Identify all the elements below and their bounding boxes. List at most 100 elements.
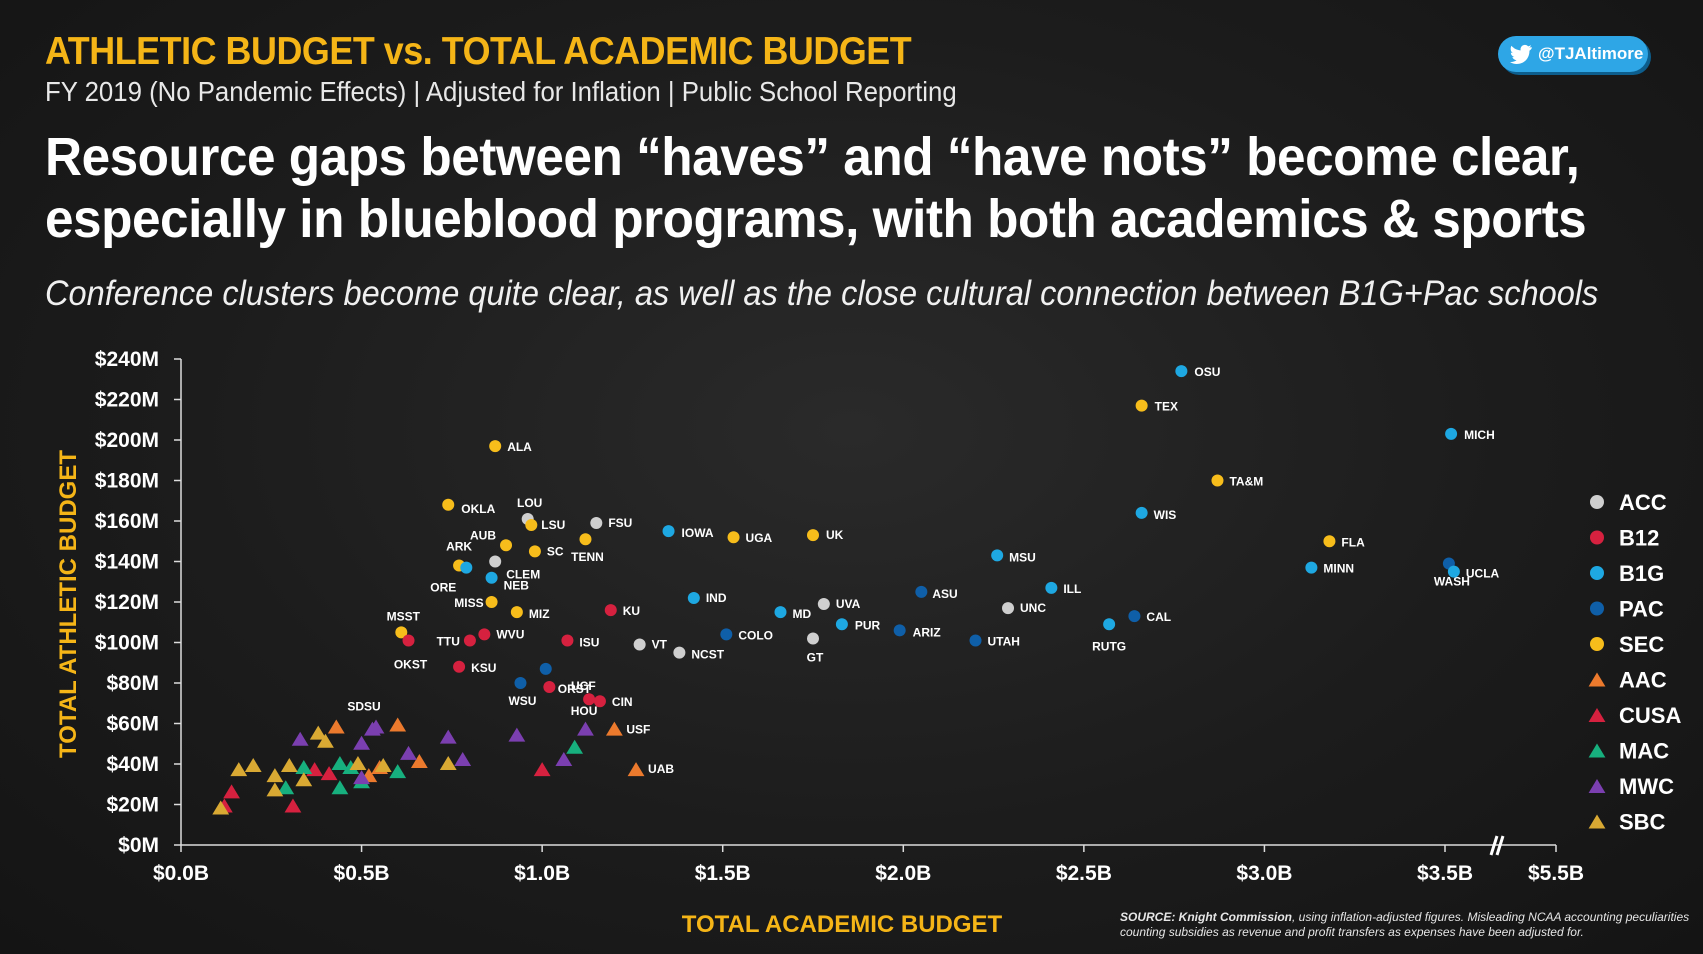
data-point-mac [295, 760, 313, 775]
data-point-sec [500, 539, 513, 552]
data-point-b12 [453, 660, 466, 673]
data-point-mwc [577, 721, 594, 736]
y-tick-label: $20M [106, 794, 159, 817]
point-label: HOU [571, 704, 598, 718]
point-label: CAL [1146, 610, 1171, 624]
point-label: LOU [517, 496, 542, 510]
data-point-b12 [543, 681, 556, 694]
y-tick-label: $160M [95, 510, 159, 533]
x-tick-label: $0.0B [153, 862, 209, 885]
legend-marker-sec [1590, 637, 1604, 651]
legend-label-cusa: CUSA [1619, 703, 1681, 728]
legend-marker-pac [1590, 601, 1604, 616]
data-point-cusa [533, 762, 551, 777]
data-point-b12 [463, 634, 476, 647]
point-label: SC [547, 544, 564, 558]
point-label: WASH [1434, 575, 1470, 589]
x-axis-title: TOTAL ACADEMIC BUDGET [682, 911, 1003, 938]
twitter-bird-icon [1510, 44, 1532, 64]
data-point-acc [817, 598, 830, 611]
data-point-cusa [320, 766, 338, 781]
y-tick-label: $60M [106, 713, 159, 736]
point-label: IOWA [682, 526, 714, 540]
data-point-aac [605, 721, 623, 736]
point-label: COLO [738, 628, 773, 642]
data-point-b1g [1045, 581, 1058, 594]
data-point-b1g [1447, 565, 1460, 578]
legend-label-mac: MAC [1619, 739, 1669, 764]
source-text: , using inflation-adjusted figures. Misl… [1120, 910, 1690, 939]
point-label: UK [826, 528, 844, 542]
point-label: UGA [746, 531, 773, 545]
data-point-sbc [230, 762, 248, 777]
legend-marker-sbc [1588, 814, 1606, 829]
data-point-aac [389, 717, 407, 732]
y-tick-label: $0M [118, 834, 159, 857]
point-label: KU [623, 604, 640, 618]
data-point-mwc [291, 731, 309, 746]
data-point-acc [1002, 602, 1015, 615]
point-label: MICH [1464, 428, 1495, 442]
legend-marker-b12 [1590, 530, 1604, 545]
data-point-cusa [284, 798, 302, 813]
data-point-b1g [687, 591, 700, 604]
legend-label-b1g: B1G [1619, 561, 1664, 586]
x-tick-label: $1.0B [514, 862, 570, 885]
data-point-aac [627, 762, 645, 777]
data-point-acc [590, 517, 603, 530]
axis-break-mark [1489, 835, 1505, 856]
point-label: UTAH [988, 634, 1020, 648]
data-point-sec [727, 531, 740, 544]
data-point-sbc [349, 756, 367, 770]
point-label: WVU [496, 627, 524, 641]
data-point-sec [489, 440, 502, 453]
legend-label-acc: ACC [1619, 490, 1667, 515]
data-point-pac [893, 624, 906, 637]
data-point-mwc [555, 751, 573, 766]
data-point-acc [633, 638, 646, 651]
data-point-b1g [1135, 506, 1148, 519]
chart-subtitle: FY 2019 (No Pandemic Effects) | Adjusted… [45, 76, 957, 107]
y-tick-label: $240M [95, 348, 159, 371]
point-label: ASU [932, 587, 957, 601]
point-label: OKST [394, 657, 428, 671]
point-label: CLEM [506, 568, 540, 582]
data-point-b1g [662, 525, 675, 538]
data-point-b12 [593, 695, 606, 708]
point-label: RUTG [1092, 639, 1126, 653]
source-label: SOURCE: Knight Commission [1120, 910, 1293, 924]
x-tick-label: $1.5B [695, 862, 751, 885]
data-point-b1g [835, 618, 848, 631]
legend-label-sec: SEC [1619, 632, 1664, 657]
point-label: IND [706, 591, 727, 605]
legend-label-aac: AAC [1619, 668, 1667, 693]
data-point-aac [410, 753, 428, 768]
data-point-sbc [280, 758, 298, 773]
point-label: MINN [1323, 562, 1354, 576]
point-label: MISS [454, 596, 483, 610]
x-tick-label: $2.5B [1056, 862, 1112, 885]
data-point-b1g [485, 571, 498, 584]
point-label: GT [807, 650, 824, 664]
point-label: FLA [1341, 535, 1365, 549]
data-point-mac [389, 764, 407, 779]
legend-marker-mwc [1588, 779, 1606, 793]
legend-label-b12: B12 [1619, 526, 1659, 551]
data-point-sec [528, 545, 541, 558]
data-point-b1g [1175, 365, 1188, 378]
y-tick-label: $140M [95, 551, 159, 574]
legend-marker-mac [1588, 743, 1606, 758]
twitter-handle-text: @TJAltimore [1538, 44, 1644, 63]
data-point-mwc [353, 735, 370, 750]
data-point-sbc [309, 725, 327, 740]
legend-label-pac: PAC [1619, 597, 1664, 622]
data-point-mac [331, 780, 349, 795]
twitter-handle-badge[interactable]: @TJAltimore [1498, 36, 1648, 72]
data-point-sec [579, 533, 592, 546]
point-label: MSST [387, 609, 421, 623]
y-tick-label: $220M [95, 389, 159, 412]
point-label: TEX [1155, 400, 1178, 414]
point-label: MSU [1009, 550, 1036, 564]
data-point-b12 [604, 604, 617, 617]
point-label: UCLA [1466, 567, 1500, 581]
